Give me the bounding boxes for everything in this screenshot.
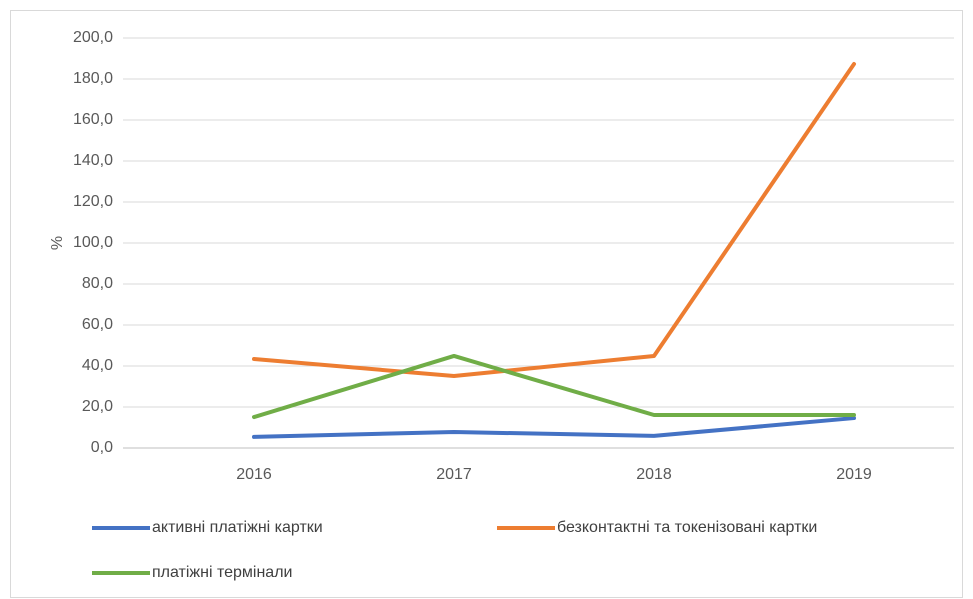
y-tick-label: 20,0 [82,398,113,415]
legend-label: активні платіжні картки [152,519,323,536]
line [252,62,856,379]
x-tick-label: 2016 [236,466,272,483]
y-tick-label: 120,0 [73,193,113,210]
line [252,353,856,420]
line [252,416,856,439]
chart-border [10,10,963,598]
y-tick-label: 200,0 [73,29,113,46]
y-axis-label: % [49,236,66,250]
y-tick-label: 160,0 [73,111,113,128]
y-tick-label: 0,0 [91,439,113,456]
y-tick-label: 60,0 [82,316,113,333]
x-tick-label: 2017 [436,466,472,483]
x-tick-label: 2019 [836,466,872,483]
y-tick-label: 80,0 [82,275,113,292]
x-tick-label: 2018 [636,466,672,483]
legend: активні платіжні картки безконтактні та т… [92,519,817,581]
legend-label: безконтактні та токенізовані картки [557,519,817,536]
y-tick-label: 40,0 [82,357,113,374]
y-tick-label: 140,0 [73,152,113,169]
y-tick-label: 100,0 [73,234,113,251]
y-tick-label: 180,0 [73,70,113,87]
legend-label: платіжні термінали [152,564,292,581]
